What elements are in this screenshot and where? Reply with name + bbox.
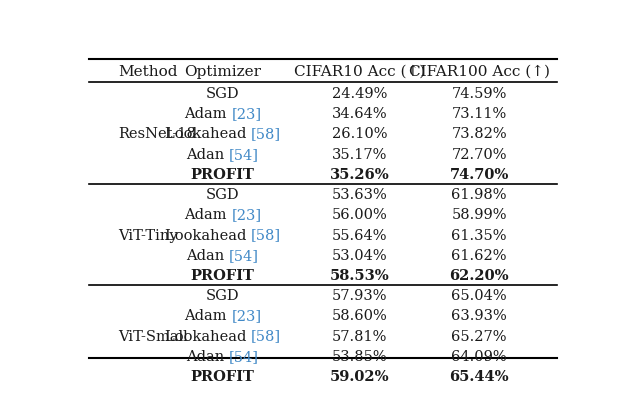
- Text: Adam: Adam: [184, 107, 231, 121]
- Text: Lookahead: Lookahead: [164, 228, 251, 242]
- Text: Adam [23]: Adam [23]: [184, 309, 261, 323]
- Text: 26.10%: 26.10%: [332, 127, 387, 141]
- Text: 53.85%: 53.85%: [331, 349, 387, 363]
- Text: Adam [23]: Adam [23]: [184, 208, 261, 222]
- Text: 74.59%: 74.59%: [452, 86, 507, 100]
- Text: Lookahead [58]: Lookahead [58]: [164, 329, 281, 343]
- Text: [54]: [54]: [229, 248, 259, 262]
- Text: 24.49%: 24.49%: [332, 86, 387, 100]
- Text: Optimizer: Optimizer: [185, 65, 261, 79]
- Text: CIFAR10 Acc (↑): CIFAR10 Acc (↑): [294, 65, 425, 79]
- Text: Adan: Adan: [186, 248, 229, 262]
- Text: CIFAR100 Acc (↑): CIFAR100 Acc (↑): [409, 65, 549, 79]
- Text: 55.64%: 55.64%: [332, 228, 387, 242]
- Text: Lookahead: Lookahead: [164, 329, 251, 343]
- Text: 62.20%: 62.20%: [449, 269, 509, 282]
- Text: 73.11%: 73.11%: [452, 107, 507, 121]
- Text: Adan [54]: Adan [54]: [186, 248, 259, 262]
- Text: 72.70%: 72.70%: [451, 147, 507, 161]
- Text: 34.64%: 34.64%: [331, 107, 387, 121]
- Text: ViT-Tiny: ViT-Tiny: [118, 228, 178, 242]
- Text: 73.82%: 73.82%: [451, 127, 507, 141]
- Text: 57.81%: 57.81%: [332, 329, 387, 343]
- Text: 58.60%: 58.60%: [331, 309, 387, 323]
- Text: Method: Method: [118, 65, 177, 79]
- Text: [23]: [23]: [231, 107, 261, 121]
- Text: 59.02%: 59.02%: [329, 370, 389, 383]
- Text: [54]: [54]: [229, 349, 259, 363]
- Text: [54]: [54]: [229, 147, 259, 161]
- Text: 58.99%: 58.99%: [451, 208, 507, 222]
- Text: Adan [54]: Adan [54]: [186, 349, 259, 363]
- Text: 61.35%: 61.35%: [451, 228, 507, 242]
- Text: SGD: SGD: [206, 288, 239, 302]
- Text: SGD: SGD: [206, 86, 239, 100]
- Text: PROFIT: PROFIT: [191, 168, 255, 182]
- Text: Adan: Adan: [186, 147, 229, 161]
- Text: Lookahead [58]: Lookahead [58]: [164, 228, 281, 242]
- Text: Lookahead [58]: Lookahead [58]: [164, 127, 281, 141]
- Text: 61.62%: 61.62%: [451, 248, 507, 262]
- Text: 56.00%: 56.00%: [331, 208, 387, 222]
- Text: Adan [54]: Adan [54]: [186, 147, 259, 161]
- Text: 64.09%: 64.09%: [451, 349, 507, 363]
- Text: 35.17%: 35.17%: [332, 147, 387, 161]
- Text: [58]: [58]: [251, 228, 281, 242]
- Text: [23]: [23]: [231, 309, 261, 323]
- Text: 61.98%: 61.98%: [451, 187, 507, 201]
- Text: 53.63%: 53.63%: [331, 187, 387, 201]
- Text: Adam: Adam: [184, 309, 231, 323]
- Text: Adam: Adam: [184, 208, 231, 222]
- Text: 35.26%: 35.26%: [329, 168, 389, 182]
- Text: [23]: [23]: [231, 208, 261, 222]
- Text: 63.93%: 63.93%: [451, 309, 507, 323]
- Text: Adam [23]: Adam [23]: [184, 107, 261, 121]
- Text: SGD: SGD: [206, 187, 239, 201]
- Text: Lookahead: Lookahead: [164, 127, 251, 141]
- Text: 57.93%: 57.93%: [332, 288, 387, 302]
- Text: 53.04%: 53.04%: [331, 248, 387, 262]
- Text: 65.04%: 65.04%: [451, 288, 507, 302]
- Text: PROFIT: PROFIT: [191, 269, 255, 282]
- Text: Adan: Adan: [186, 349, 229, 363]
- Text: 65.27%: 65.27%: [451, 329, 507, 343]
- Text: 65.44%: 65.44%: [449, 370, 509, 383]
- Text: PROFIT: PROFIT: [191, 370, 255, 383]
- Text: 58.53%: 58.53%: [329, 269, 389, 282]
- Text: 74.70%: 74.70%: [449, 168, 509, 182]
- Text: ResNet-18: ResNet-18: [118, 127, 196, 141]
- Text: [58]: [58]: [251, 329, 281, 343]
- Text: ViT-Small: ViT-Small: [118, 329, 188, 343]
- Text: [58]: [58]: [251, 127, 281, 141]
